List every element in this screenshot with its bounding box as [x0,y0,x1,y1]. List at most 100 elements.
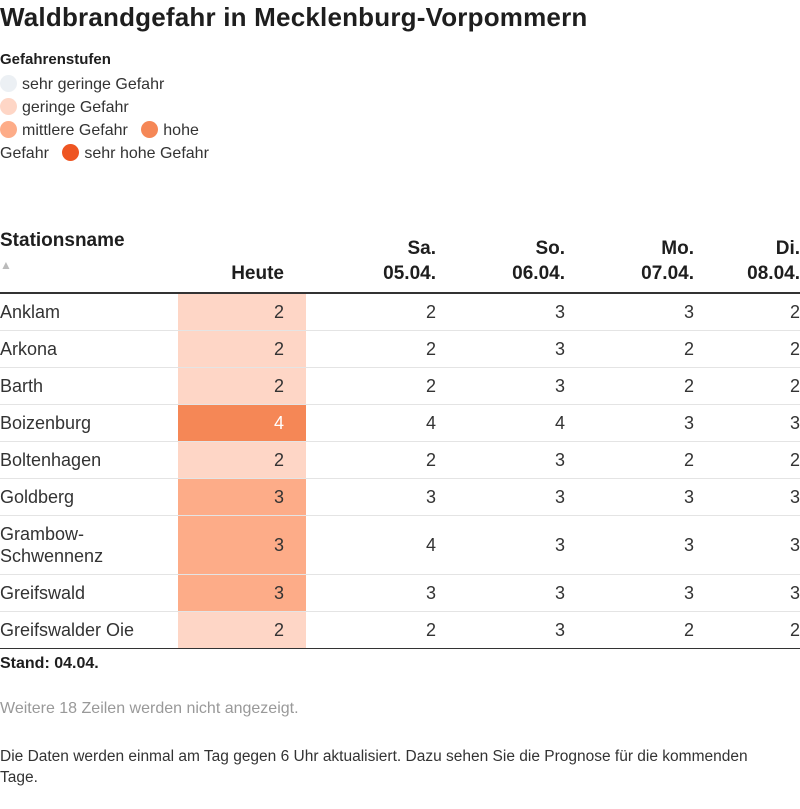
hidden-rows-note: Weitere 18 Zeilen werden nicht angezeigt… [0,700,299,717]
sort-up-icon[interactable]: ▲ [0,258,12,272]
forecast-table: Stationsname ▲ Heute Sa. 05.04. So. 06.04.… [0,228,800,649]
forecast-cell: 3 [694,404,800,442]
column-header-weekday: Mo. [661,238,694,259]
column-header-label: Heute [231,263,284,284]
station-name: Arkona [0,330,178,368]
today-cell: 3 [178,515,306,575]
forecast-cell: 3 [694,574,800,612]
today-cell: 2 [178,367,306,405]
forecast-cell: 2 [694,367,800,405]
forecast-cell: 3 [306,574,436,612]
forecast-cell: 2 [694,441,800,479]
forecast-cell: 2 [694,293,800,331]
forecast-cell: 2 [694,611,800,649]
table-row: Goldberg 3 3 3 3 3 [0,478,800,516]
forecast-cell: 2 [306,441,436,479]
forecast-cell: 4 [436,404,565,442]
today-cell: 2 [178,293,306,331]
forecast-cell: 2 [565,441,694,479]
table-row: Arkona 2 2 3 2 2 [0,330,800,368]
table-row: Greifswald 3 3 3 3 3 [0,574,800,612]
legend-label: hohe Gefahr [0,122,199,162]
forecast-cell: 3 [565,478,694,516]
forecast-cell: 2 [565,611,694,649]
today-cell: 3 [178,574,306,612]
update-note: Die Daten werden einmal am Tag gegen 6 U… [0,748,748,786]
station-name: Boltenhagen [0,441,178,479]
table-row: Barth 2 2 3 2 2 [0,367,800,405]
column-header-date: 05.04. [383,263,436,284]
forecast-cell: 3 [436,367,565,405]
page-title: Waldbrandgefahr in Mecklenburg-Vorpommer… [0,2,588,32]
table-row: Boltenhagen 2 2 3 2 2 [0,441,800,479]
column-header-date: 06.04. [512,263,565,284]
forecast-cell: 3 [565,574,694,612]
station-name: Grambow-Schwennenz [0,515,178,575]
forecast-cell: 4 [306,404,436,442]
forecast-cell: 3 [436,441,565,479]
legend-label: mittlere Gefahr [22,122,128,139]
station-name: Boizenburg [0,404,178,442]
column-header-day-3[interactable]: Mo. 07.04. [565,228,694,294]
column-header-stationsname[interactable]: Stationsname ▲ [0,228,178,294]
station-name: Greifswalder Oie [0,611,178,649]
column-header-weekday: Di. [775,238,800,259]
forecast-cell: 2 [306,367,436,405]
table-header-row: Stationsname ▲ Heute Sa. 05.04. So. 06.04.… [0,228,800,294]
table-row: Grambow-Schwennenz 3 4 3 3 3 [0,515,800,575]
forecast-cell: 3 [565,293,694,331]
legend-item: sehr hohe Gefahr [62,144,209,162]
legend: sehr geringe Gefahr geringe Gefahr mittl… [0,73,225,165]
column-header-label: Stationsname [0,230,125,251]
legend-dot-mittel [0,121,17,138]
legend-title: Gefahrenstufen [0,51,111,68]
legend-dot-hoch [141,121,159,138]
forecast-cell: 3 [436,515,565,575]
forecast-cell: 3 [436,293,565,331]
table-row: Boizenburg 4 4 4 3 3 [0,404,800,442]
forecast-cell: 3 [565,515,694,575]
table-body: Anklam 2 2 3 3 2 Arkona 2 2 3 2 2 Barth … [0,293,800,649]
forecast-cell: 3 [306,478,436,516]
today-cell: 2 [178,611,306,649]
forecast-cell: 3 [694,515,800,575]
column-header-weekday: Sa. [407,238,436,259]
station-name: Goldberg [0,478,178,516]
today-cell: 2 [178,330,306,368]
station-name: Anklam [0,293,178,331]
station-name: Barth [0,367,178,405]
today-cell: 3 [178,478,306,516]
forecast-cell: 3 [436,330,565,368]
forecast-cell: 3 [436,574,565,612]
column-header-day-1[interactable]: Sa. 05.04. [306,228,436,294]
forecast-cell: 2 [306,330,436,368]
legend-item: geringe Gefahr [0,98,129,116]
forecast-cell: 2 [694,330,800,368]
legend-dot-gering [0,98,17,115]
forecast-cell: 2 [306,293,436,331]
legend-label: geringe Gefahr [22,99,129,116]
legend-item: hohe Gefahr [0,121,199,162]
table-row: Anklam 2 2 3 3 2 [0,293,800,331]
forecast-cell: 2 [565,330,694,368]
station-name: Greifswald [0,574,178,612]
forecast-cell: 4 [306,515,436,575]
legend-dot-sehr-hoch [62,144,80,161]
column-header-heute[interactable]: Heute [178,228,306,294]
today-cell: 2 [178,441,306,479]
forecast-cell: 2 [306,611,436,649]
forecast-cell: 3 [565,404,694,442]
legend-item: sehr geringe Gefahr [0,75,165,93]
column-header-day-4[interactable]: Di. 08.04. [694,228,800,294]
today-cell: 4 [178,404,306,442]
legend-item: mittlere Gefahr [0,121,137,139]
forecast-cell: 2 [565,367,694,405]
column-header-date: 07.04. [641,263,694,284]
legend-dot-sehr-gering [0,75,17,92]
table-row: Greifswalder Oie 2 2 3 2 2 [0,611,800,649]
legend-label: sehr geringe Gefahr [22,76,165,93]
forecast-cell: 3 [694,478,800,516]
column-header-day-2[interactable]: So. 06.04. [436,228,565,294]
legend-label: sehr hohe Gefahr [84,145,209,162]
column-header-date: 08.04. [747,263,800,284]
